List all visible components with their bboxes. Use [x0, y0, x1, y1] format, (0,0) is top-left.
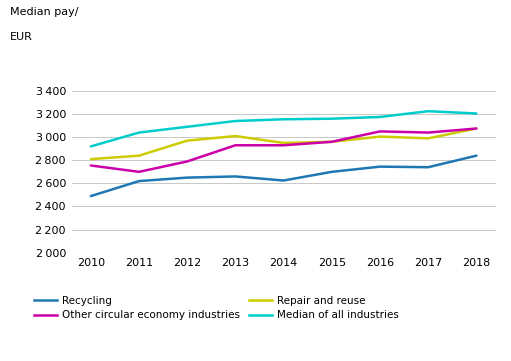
- Other circular economy industries: [473, 126, 479, 131]
- Recycling: [329, 170, 335, 174]
- Repair and reuse: [377, 134, 383, 139]
- Other circular economy industries: [233, 143, 239, 147]
- Repair and reuse: [184, 139, 190, 143]
- Recycling: [377, 165, 383, 169]
- Other circular economy industries: [425, 130, 431, 135]
- Median of all industries: [184, 125, 190, 129]
- Recycling: [425, 165, 431, 169]
- Median of all industries: [281, 117, 287, 121]
- Median of all industries: [233, 119, 239, 123]
- Median of all industries: [425, 109, 431, 113]
- Line: Repair and reuse: Repair and reuse: [91, 129, 476, 159]
- Text: EUR: EUR: [10, 32, 33, 43]
- Repair and reuse: [136, 153, 142, 158]
- Repair and reuse: [281, 141, 287, 145]
- Recycling: [136, 179, 142, 183]
- Line: Median of all industries: Median of all industries: [91, 111, 476, 147]
- Recycling: [184, 175, 190, 180]
- Line: Other circular economy industries: Other circular economy industries: [91, 129, 476, 172]
- Legend: Recycling, Other circular economy industries, Repair and reuse, Median of all in: Recycling, Other circular economy indust…: [34, 296, 399, 320]
- Median of all industries: [329, 117, 335, 121]
- Recycling: [233, 174, 239, 179]
- Median of all industries: [88, 144, 94, 149]
- Other circular economy industries: [329, 140, 335, 144]
- Repair and reuse: [425, 136, 431, 140]
- Other circular economy industries: [377, 129, 383, 134]
- Recycling: [473, 153, 479, 158]
- Other circular economy industries: [136, 170, 142, 174]
- Other circular economy industries: [88, 163, 94, 168]
- Text: Median pay/: Median pay/: [10, 7, 79, 17]
- Other circular economy industries: [281, 143, 287, 147]
- Recycling: [88, 194, 94, 198]
- Repair and reuse: [473, 126, 479, 131]
- Other circular economy industries: [184, 159, 190, 164]
- Recycling: [281, 178, 287, 183]
- Repair and reuse: [88, 157, 94, 161]
- Repair and reuse: [329, 140, 335, 144]
- Median of all industries: [473, 111, 479, 116]
- Repair and reuse: [233, 134, 239, 138]
- Median of all industries: [136, 130, 142, 135]
- Median of all industries: [377, 115, 383, 119]
- Line: Recycling: Recycling: [91, 156, 476, 196]
